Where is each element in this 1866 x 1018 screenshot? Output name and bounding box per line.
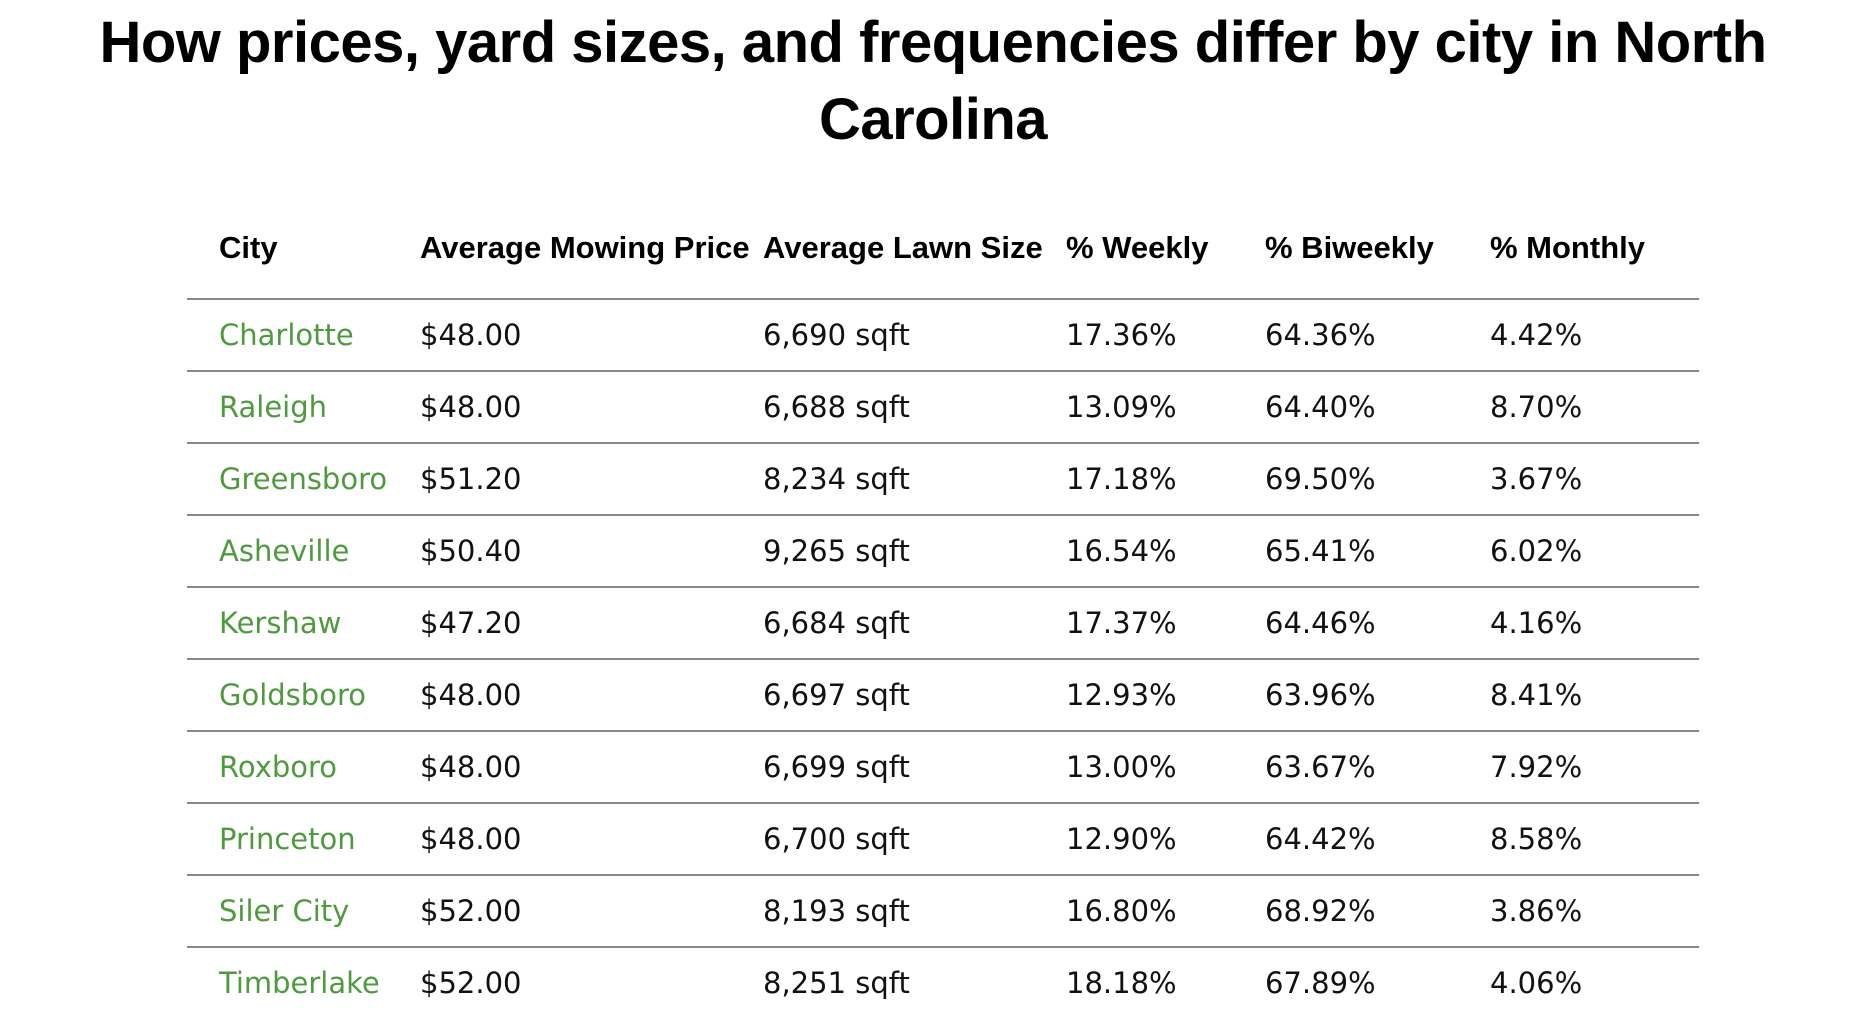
cell-percent-weekly: 18.18% (1066, 966, 1177, 1000)
cell-percent-weekly: 17.36% (1066, 299, 1265, 372)
cell-average-mowing-price: $52.00 (420, 875, 763, 948)
column-header-city: City (187, 196, 420, 300)
cell-average-lawn-size: 8,251 sqft (763, 966, 910, 1000)
table-row: Princeton $48.00 6,700 sqft 12.90% 64.42% 8.5… (187, 803, 1699, 876)
cell-city: Roxboro (187, 731, 420, 804)
cell-percent-biweekly: 65.41% (1265, 515, 1490, 588)
cell-average-mowing-price: $48.00 (420, 299, 763, 372)
cell-percent-biweekly: 69.50% (1265, 443, 1490, 516)
cell-percent-monthly: 7.92% (1490, 731, 1699, 804)
table-row: Raleigh $48.00 6,688 sqft 13.09% 64.40% 8.70% (187, 371, 1699, 444)
cell-percent-weekly: 13.09% (1066, 371, 1265, 444)
cell-percent-weekly: 16.80% (1066, 875, 1265, 948)
cell-percent-monthly: 4.06% (1490, 966, 1583, 1000)
cell-average-mowing-price: $50.40 (420, 515, 763, 588)
cell-city: Timberlake (219, 966, 380, 1000)
cell-average-mowing-price: $48.00 (420, 371, 763, 444)
cell-percent-biweekly: 64.42% (1265, 803, 1490, 876)
column-header-average-mowing-price: Average Mowing Price (420, 196, 763, 300)
cell-city: Charlotte (187, 299, 420, 372)
cell-average-mowing-price: $52.00 (420, 966, 522, 1000)
cell-percent-biweekly: 64.40% (1265, 371, 1490, 444)
cell-percent-weekly: 12.93% (1066, 659, 1265, 732)
column-header-percent-biweekly: % Biweekly (1265, 196, 1490, 300)
cell-city: Raleigh (187, 371, 420, 444)
city-comparison-table: City Average Mowing Price Average Lawn S… (187, 196, 1699, 1018)
cell-average-mowing-price: $48.00 (420, 803, 763, 876)
cell-city: Greensboro (187, 443, 420, 516)
table-row: Kershaw $47.20 6,684 sqft 17.37% 64.46% 4.16% (187, 587, 1699, 660)
data-table-container: City Average Mowing Price Average Lawn S… (187, 196, 1699, 1018)
cell-average-lawn-size: 6,699 sqft (763, 731, 1066, 804)
cell-average-mowing-price: $47.20 (420, 587, 763, 660)
column-header-average-lawn-size: Average Lawn Size (763, 196, 1066, 300)
cell-percent-biweekly: 68.92% (1265, 875, 1490, 948)
cell-percent-monthly: 4.16% (1490, 587, 1699, 660)
cell-average-lawn-size: 9,265 sqft (763, 515, 1066, 588)
cell-percent-monthly: 4.42% (1490, 299, 1699, 372)
chart-title: How prices, yard sizes, and frequencies … (99, 10, 1767, 152)
column-header-percent-weekly: % Weekly (1066, 196, 1265, 300)
cell-city: Kershaw (187, 587, 420, 660)
cell-percent-weekly: 12.90% (1066, 803, 1265, 876)
cell-percent-weekly: 17.18% (1066, 443, 1265, 516)
cell-average-mowing-price: $48.00 (420, 659, 763, 732)
cell-percent-weekly: 13.00% (1066, 731, 1265, 804)
cell-average-lawn-size: 8,193 sqft (763, 875, 1066, 948)
cell-percent-monthly: 8.58% (1490, 803, 1699, 876)
table-body: Charlotte $48.00 6,690 sqft 17.36% 64.36% 4.4… (187, 299, 1699, 1018)
cell-percent-biweekly: 63.67% (1265, 731, 1490, 804)
cell-percent-monthly: 3.86% (1490, 875, 1699, 948)
cell-average-lawn-size: 8,234 sqft (763, 443, 1066, 516)
cell-percent-biweekly: 64.36% (1265, 299, 1490, 372)
cell-city: Siler City (187, 875, 420, 948)
cell-average-lawn-size: 6,700 sqft (763, 803, 1066, 876)
cell-percent-weekly: 16.54% (1066, 515, 1265, 588)
table-row: Asheville $50.40 9,265 sqft 16.54% 65.41% 6.0… (187, 515, 1699, 588)
table-row: Roxboro $48.00 6,699 sqft 13.00% 63.67% 7.92% (187, 731, 1699, 804)
cell-average-lawn-size: 6,690 sqft (763, 299, 1066, 372)
table-row: Charlotte $48.00 6,690 sqft 17.36% 64.36% 4.4… (187, 299, 1699, 372)
table-row: Greensboro $51.20 8,234 sqft 17.18% 69.50% 3.… (187, 443, 1699, 516)
cell-average-lawn-size: 6,697 sqft (763, 659, 1066, 732)
cell-average-mowing-price: $48.00 (420, 731, 763, 804)
cell-average-lawn-size: 6,688 sqft (763, 371, 1066, 444)
table-header-row: City Average Mowing Price Average Lawn S… (187, 196, 1699, 300)
cell-city: Asheville (187, 515, 420, 588)
column-header-percent-monthly: % Monthly (1490, 196, 1699, 300)
table-row: Timberlake $52.00 8,251 sqft 18.18% 67.89% 4.… (187, 947, 1699, 1018)
cell-percent-monthly: 6.02% (1490, 515, 1699, 588)
cell-percent-weekly: 17.37% (1066, 587, 1265, 660)
cell-percent-monthly: 8.70% (1490, 371, 1699, 444)
cell-city: Princeton (187, 803, 420, 876)
table-row: Goldsboro $48.00 6,697 sqft 12.93% 63.96% 8.4… (187, 659, 1699, 732)
table-row: Siler City $52.00 8,193 sqft 16.80% 68.92% 3.… (187, 875, 1699, 948)
cell-percent-monthly: 8.41% (1490, 659, 1699, 732)
cell-percent-biweekly: 67.89% (1265, 966, 1376, 1000)
cell-percent-biweekly: 64.46% (1265, 587, 1490, 660)
cell-city: Goldsboro (187, 659, 420, 732)
cell-average-lawn-size: 6,684 sqft (763, 587, 1066, 660)
cell-percent-monthly: 3.67% (1490, 443, 1699, 516)
cell-average-mowing-price: $51.20 (420, 443, 763, 516)
cell-percent-biweekly: 63.96% (1265, 659, 1490, 732)
